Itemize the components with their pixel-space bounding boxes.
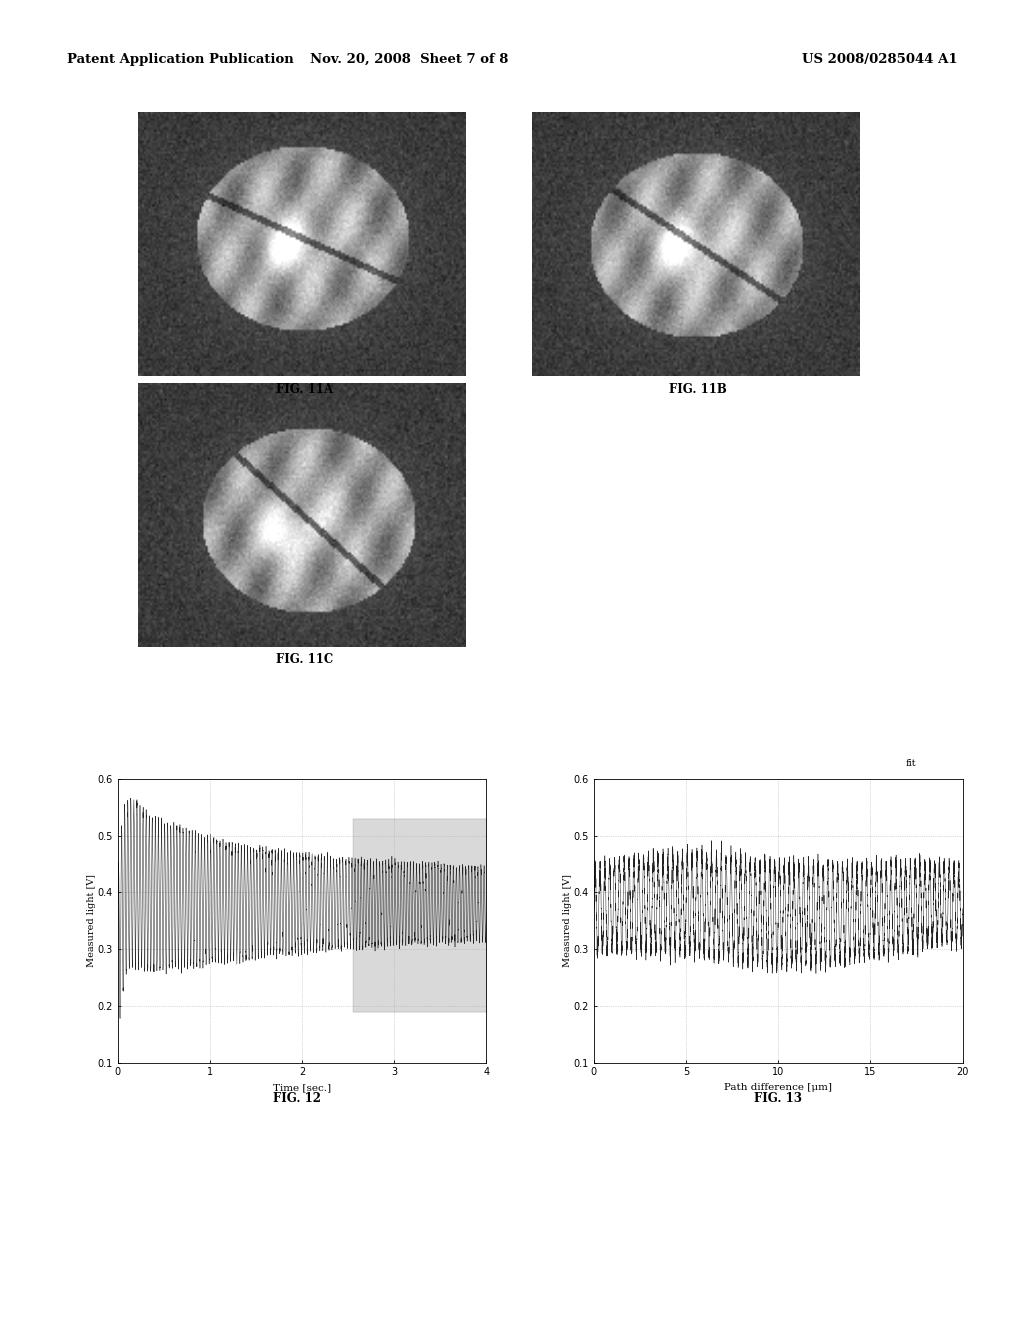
X-axis label: Path difference [μm]: Path difference [μm] <box>724 1082 833 1092</box>
Text: FIG. 12: FIG. 12 <box>273 1092 321 1105</box>
Text: FIG. 11C: FIG. 11C <box>275 653 333 667</box>
Text: FIG. 11B: FIG. 11B <box>670 383 727 396</box>
Text: US 2008/0285044 A1: US 2008/0285044 A1 <box>802 53 957 66</box>
Text: FIG. 11A: FIG. 11A <box>275 383 333 396</box>
Y-axis label: Measured light [V]: Measured light [V] <box>87 874 96 968</box>
Y-axis label: Measured light [V]: Measured light [V] <box>563 874 572 968</box>
Text: Patent Application Publication: Patent Application Publication <box>67 53 293 66</box>
X-axis label: Time [sec.]: Time [sec.] <box>273 1082 331 1092</box>
Text: fit: fit <box>906 759 916 768</box>
Text: FIG. 13: FIG. 13 <box>755 1092 802 1105</box>
Text: Nov. 20, 2008  Sheet 7 of 8: Nov. 20, 2008 Sheet 7 of 8 <box>310 53 509 66</box>
